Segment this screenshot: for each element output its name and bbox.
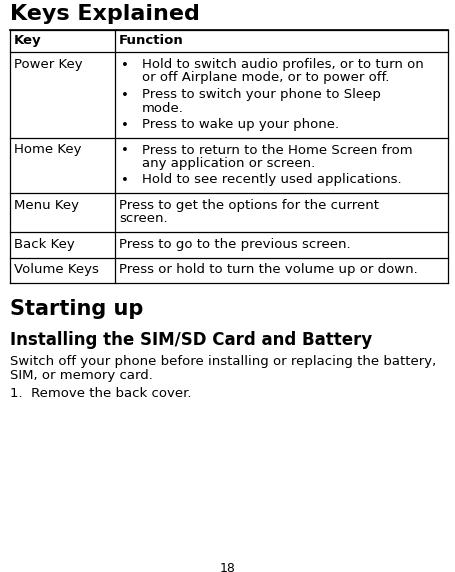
Text: any application or screen.: any application or screen. bbox=[142, 157, 315, 170]
Text: screen.: screen. bbox=[119, 213, 167, 225]
Text: or off Airplane mode, or to power off.: or off Airplane mode, or to power off. bbox=[142, 72, 389, 85]
Text: Power Key: Power Key bbox=[14, 58, 83, 71]
Text: 1.  Remove the back cover.: 1. Remove the back cover. bbox=[10, 387, 192, 400]
Text: Installing the SIM/SD Card and Battery: Installing the SIM/SD Card and Battery bbox=[10, 331, 372, 349]
Text: •: • bbox=[121, 118, 129, 132]
Text: Press to wake up your phone.: Press to wake up your phone. bbox=[142, 118, 339, 131]
Text: Menu Key: Menu Key bbox=[14, 199, 79, 212]
Text: 18: 18 bbox=[220, 562, 235, 572]
Text: Function: Function bbox=[119, 34, 184, 47]
Text: Switch off your phone before installing or replacing the battery,: Switch off your phone before installing … bbox=[10, 355, 436, 368]
Text: SIM, or memory card.: SIM, or memory card. bbox=[10, 368, 153, 382]
Text: Hold to see recently used applications.: Hold to see recently used applications. bbox=[142, 173, 402, 186]
Text: mode.: mode. bbox=[142, 101, 184, 114]
Text: •: • bbox=[121, 174, 129, 187]
Text: Volume Keys: Volume Keys bbox=[14, 264, 99, 276]
Text: Back Key: Back Key bbox=[14, 238, 75, 251]
Text: Press to switch your phone to Sleep: Press to switch your phone to Sleep bbox=[142, 88, 381, 101]
Text: Hold to switch audio profiles, or to turn on: Hold to switch audio profiles, or to tur… bbox=[142, 58, 424, 71]
Text: Press to get the options for the current: Press to get the options for the current bbox=[119, 199, 379, 212]
Text: •: • bbox=[121, 89, 129, 101]
Text: Key: Key bbox=[14, 34, 41, 47]
Text: •: • bbox=[121, 58, 129, 72]
Text: Press to go to the previous screen.: Press to go to the previous screen. bbox=[119, 238, 351, 251]
Text: Starting up: Starting up bbox=[10, 299, 143, 319]
Text: Keys Explained: Keys Explained bbox=[10, 4, 200, 24]
Text: Press or hold to turn the volume up or down.: Press or hold to turn the volume up or d… bbox=[119, 264, 418, 276]
Text: •: • bbox=[121, 144, 129, 157]
Text: Press to return to the Home Screen from: Press to return to the Home Screen from bbox=[142, 144, 413, 157]
Text: Home Key: Home Key bbox=[14, 144, 81, 157]
